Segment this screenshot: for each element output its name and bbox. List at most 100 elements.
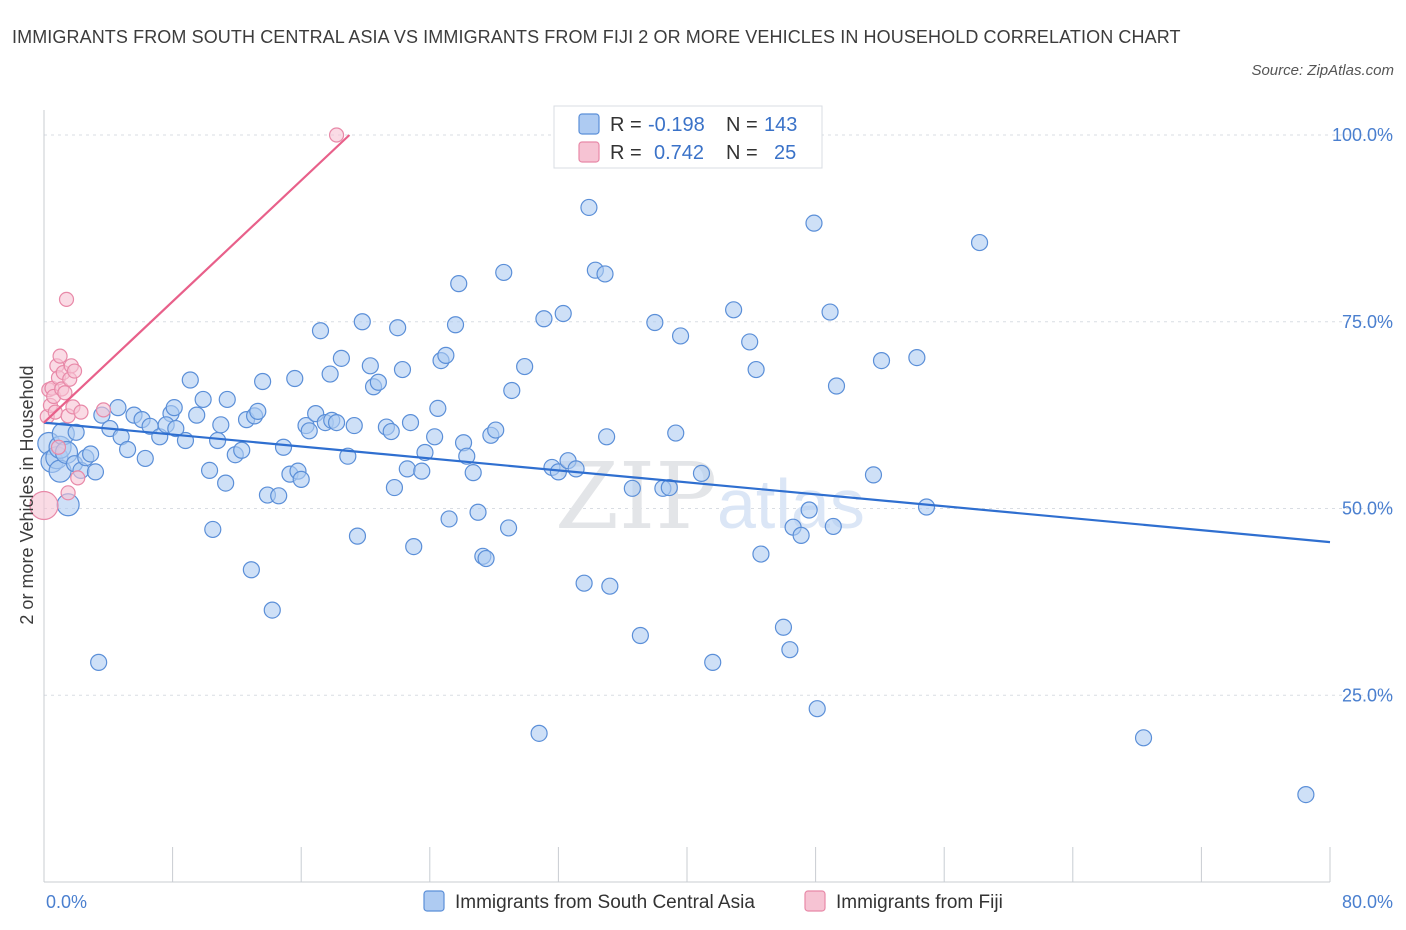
data-point-south-central-asia (464, 464, 482, 482)
legend-r-value-2: 0.742 (654, 142, 704, 164)
data-point-south-central-asia (332, 349, 350, 367)
data-point-south-central-asia (872, 351, 891, 370)
legend-r-label-1: R = (610, 114, 642, 136)
data-point-south-central-asia (1297, 786, 1315, 804)
data-point-south-central-asia (671, 327, 690, 345)
data-point-south-central-asia (752, 545, 770, 563)
data-point-fiji (50, 439, 67, 455)
watermark-zip: ZIP (555, 443, 717, 550)
data-point-south-central-asia (165, 399, 183, 417)
data-point-south-central-asia (194, 390, 212, 409)
data-point-south-central-asia (596, 265, 614, 283)
data-point-south-central-asia (426, 428, 444, 446)
data-point-fiji (52, 348, 68, 364)
data-point-south-central-asia (864, 466, 883, 484)
data-point-south-central-asia (774, 618, 793, 636)
data-point-south-central-asia (970, 233, 989, 252)
data-point-south-central-asia (254, 372, 272, 391)
data-point-fiji (57, 385, 73, 401)
data-point-south-central-asia (86, 463, 105, 481)
data-point-south-central-asia (667, 424, 685, 442)
series-south-central-asia-points (37, 198, 1315, 804)
data-point-south-central-asia (204, 520, 222, 539)
data-point-south-central-asia (503, 381, 521, 400)
data-point-south-central-asia (477, 549, 495, 568)
data-point-south-central-asia (908, 349, 926, 367)
bottom-legend-label-blue: Immigrants from South Central Asia (455, 892, 755, 913)
data-point-fiji (73, 404, 89, 420)
data-point-south-central-asia (270, 487, 288, 505)
data-point-south-central-asia (469, 503, 487, 521)
data-point-south-central-asia (167, 419, 185, 438)
data-point-south-central-asia (345, 416, 363, 435)
data-point-south-central-asia (109, 399, 127, 417)
data-point-south-central-asia (401, 413, 420, 432)
data-point-fiji (60, 485, 76, 501)
data-point-south-central-asia (369, 373, 387, 391)
data-point-south-central-asia (601, 577, 619, 595)
data-point-south-central-asia (311, 322, 330, 340)
data-point-south-central-asia (416, 443, 434, 462)
data-point-south-central-asia (567, 460, 585, 478)
data-point-south-central-asia (704, 653, 722, 671)
trend-line-fiji (43, 134, 351, 424)
data-point-south-central-asia (263, 601, 281, 619)
y-tick-label: 100.0% (1332, 125, 1393, 145)
top-legend: R = -0.198 N = 143 R = 0.742 N = 25 (553, 105, 823, 169)
data-point-south-central-asia (499, 519, 518, 537)
data-point-fiji (58, 291, 75, 307)
data-point-south-central-asia (321, 365, 339, 383)
bottom-legend: Immigrants from South Central Asia Immig… (423, 890, 1003, 913)
bottom-legend-label-pink: Immigrants from Fiji (836, 892, 1003, 913)
data-point-south-central-asia (1134, 729, 1153, 747)
data-point-south-central-asia (554, 304, 572, 323)
data-point-south-central-asia (209, 431, 227, 450)
data-point-south-central-asia (393, 360, 412, 379)
data-point-south-central-asia (398, 460, 416, 478)
y-tick-label: 50.0% (1342, 499, 1393, 519)
legend-n-value-1: 143 (764, 114, 797, 136)
y-tick-label: 25.0% (1342, 685, 1393, 705)
data-point-south-central-asia (495, 263, 513, 282)
trend-lines (43, 134, 1331, 544)
bottom-legend-swatch-blue (423, 890, 445, 912)
data-point-south-central-asia (800, 501, 818, 519)
data-point-south-central-asia (385, 478, 404, 497)
x-tick-label: 0.0% (46, 892, 87, 912)
y-tick-labels: 25.0% 50.0% 75.0% 100.0% (1332, 125, 1393, 705)
data-point-south-central-asia (90, 653, 108, 671)
data-point-south-central-asia (300, 422, 318, 440)
data-point-south-central-asia (382, 422, 400, 441)
data-point-fiji (95, 402, 112, 418)
data-point-south-central-asia (824, 517, 842, 536)
data-point-south-central-asia (274, 438, 293, 456)
data-point-south-central-asia (437, 346, 455, 364)
data-point-south-central-asia (348, 527, 367, 545)
data-point-south-central-asia (827, 377, 846, 395)
data-point-south-central-asia (458, 447, 476, 465)
trend-line-south-central-asia (43, 421, 1331, 544)
chart-title: IMMIGRANTS FROM SOUTH CENTRAL ASIA VS IM… (12, 27, 1181, 47)
x-tick-labels: 0.0% 80.0% (46, 892, 1393, 912)
y-axis-title: 2 or more Vehicles in Household (17, 365, 37, 624)
data-point-south-central-asia (631, 626, 649, 645)
data-point-south-central-asia (67, 423, 85, 441)
legend-n-label-1: N = (726, 114, 758, 136)
data-point-south-central-asia (580, 198, 598, 217)
data-point-south-central-asia (233, 441, 251, 459)
data-point-south-central-asia (249, 402, 267, 420)
legend-r-label-2: R = (610, 142, 642, 164)
source-label: Source: ZipAtlas.com (1251, 62, 1394, 79)
legend-r-value-1: -0.198 (648, 114, 705, 136)
data-point-south-central-asia (361, 357, 379, 375)
data-point-south-central-asia (516, 357, 534, 376)
y-tick-label: 75.0% (1342, 312, 1393, 332)
data-point-south-central-asia (741, 333, 759, 351)
data-point-south-central-asia (218, 390, 236, 409)
data-point-south-central-asia (242, 561, 260, 579)
data-point-south-central-asia (805, 214, 823, 232)
data-point-south-central-asia (429, 399, 447, 418)
data-point-south-central-asia (598, 428, 616, 446)
legend-swatch-pink (578, 141, 600, 163)
